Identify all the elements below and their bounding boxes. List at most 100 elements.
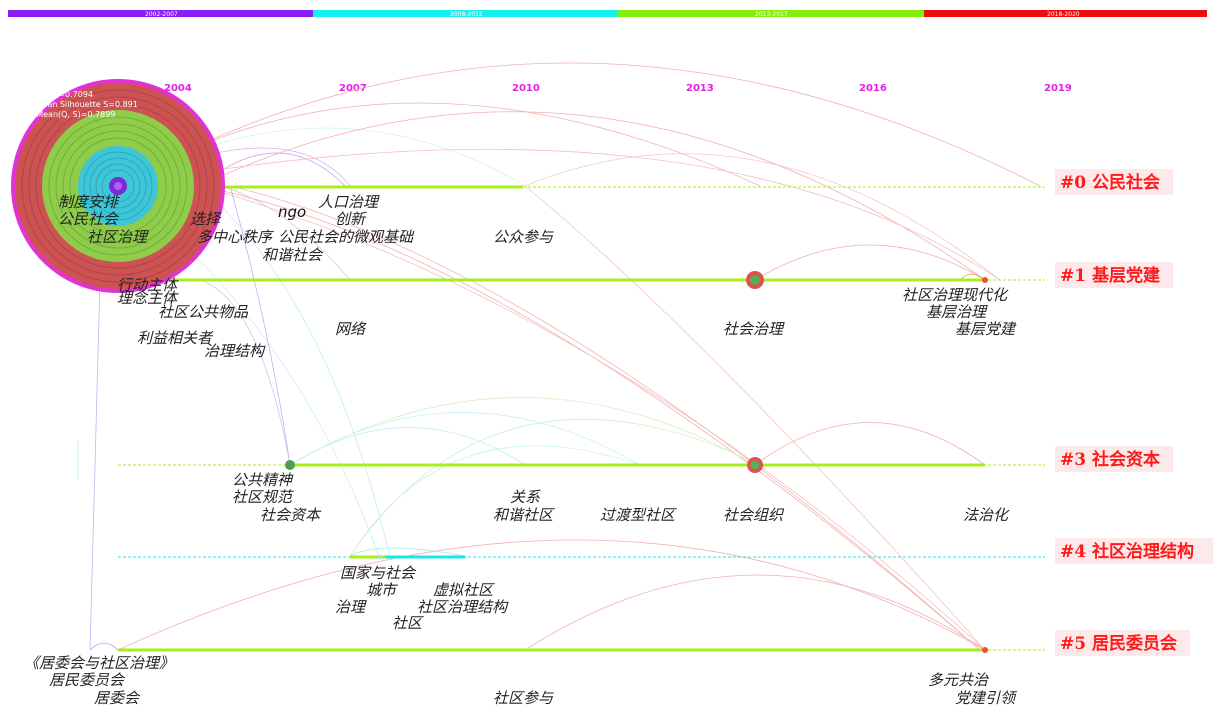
keywords-cluster-0: 制度安排 公民社会 社区治理 选择 多中心秩序 ngo 人口治理 创新 公民社会…	[58, 193, 554, 264]
year-tick: 2010	[512, 83, 540, 94]
ring-line	[83, 151, 153, 221]
link-arc	[89, 279, 101, 651]
ring-line	[55, 123, 181, 249]
keywords-cluster-5: 《居委会与社区治理》 居民委员会 居委会 社区参与 多元共治 党建引领	[24, 654, 1018, 707]
link-arc	[349, 418, 761, 557]
keyword: 社区参与	[493, 689, 554, 707]
period-label: 2013-2017	[755, 11, 788, 18]
cluster-label: #4 社区治理结构	[1060, 541, 1194, 562]
keyword: 居民委员会	[49, 671, 126, 689]
year-tick: 2013	[686, 83, 714, 94]
node	[378, 555, 382, 559]
cluster-label-bg	[1055, 446, 1173, 472]
keyword: 社区公共物品	[158, 303, 249, 321]
link-arc	[524, 185, 986, 651]
cluster-label: #3 社会资本	[1060, 449, 1160, 470]
keyword: 社会治理	[723, 320, 785, 338]
keyword: 公民社会	[58, 210, 120, 228]
keyword: 人口治理	[318, 193, 380, 211]
link-arc	[349, 445, 641, 557]
link-arc	[289, 427, 526, 466]
cluster-labels: #0 公民社会 #1 基层党建 #3 社会资本 #4 社区治理结构 #5 居民委…	[1055, 169, 1213, 656]
year-tick: 2019	[1044, 83, 1072, 94]
link-arc	[229, 185, 981, 651]
keyword: 公众参与	[493, 228, 554, 246]
keyword: 法治化	[963, 506, 1010, 524]
year-tick: 2004	[164, 83, 192, 94]
keyword: 选择	[190, 210, 222, 228]
keyword: 国家与社会	[340, 564, 417, 582]
ring-line	[101, 169, 135, 203]
link-arc	[117, 62, 1041, 187]
cluster-label-bg	[1055, 169, 1173, 195]
keyword: 利益相关者	[137, 329, 214, 347]
link-arc	[199, 185, 981, 651]
period-label: 2008-2012	[450, 11, 483, 18]
keyword: ngo	[278, 203, 306, 221]
node	[285, 460, 295, 470]
year-tick: 2007	[339, 83, 367, 94]
link-arc	[117, 539, 986, 651]
cluster-label-bg	[1055, 538, 1213, 564]
ring-line	[62, 130, 174, 242]
keyword: 关系	[510, 488, 541, 506]
keyword: 社会组织	[723, 506, 785, 524]
period-segment	[618, 10, 924, 17]
node-core-dot	[114, 182, 122, 190]
keyword: 社区规范	[232, 488, 294, 506]
link-arc	[289, 412, 641, 466]
period-bar: 2002-2007 2008-2012 2013-2017 2018-2020	[8, 10, 1207, 18]
keyword: 社区治理现代化	[902, 286, 1009, 304]
ring-line	[28, 96, 208, 276]
keywords-cluster-4: 国家与社会 城市 治理 虚拟社区 社区治理结构 社区	[335, 564, 509, 632]
keyword: 居委会	[94, 689, 141, 707]
stats-readout: Q=0.7094 d Mean Silhouette S=0.891 nic M…	[22, 90, 138, 119]
keyword: 创新	[335, 210, 367, 228]
keyword: 社区治理	[87, 228, 149, 246]
keyword: 基层党建	[955, 320, 1017, 338]
keyword: 基层治理	[926, 303, 988, 321]
ring-line	[21, 89, 215, 283]
keywords-cluster-1: 行动主体 理念主体 社区公共物品 利益相关者 治理结构 网络 社会治理 社区治理…	[117, 276, 1017, 360]
keyword: 社区	[392, 614, 424, 632]
cluster-label: #5 居民委员会	[1060, 633, 1177, 654]
keyword: 多中心秩序	[197, 228, 274, 246]
keyword: 治理	[335, 598, 367, 616]
keyword: 理念主体	[117, 289, 179, 307]
cluster-label-bg	[1055, 630, 1190, 656]
keywords-cluster-3: 公共精神 社区规范 社会资本 关系 和谐社区 过渡型社区 社会组织 法治化	[232, 471, 1010, 524]
node-core	[750, 275, 760, 285]
link-arc	[199, 111, 986, 281]
link-arc	[524, 574, 986, 651]
keyword: 党建引领	[955, 689, 1018, 707]
link-arc	[199, 185, 391, 559]
keyword: 城市	[366, 581, 398, 599]
period-label: 2002-2007	[145, 11, 178, 18]
period-segment	[924, 10, 1207, 17]
node	[982, 277, 988, 283]
node	[982, 647, 988, 653]
keyword: 和谐社区	[493, 506, 555, 524]
ring-line	[95, 163, 141, 209]
node-core	[750, 460, 760, 470]
keyword: 虚拟社区	[433, 581, 495, 599]
large-node-gongmin-shehui	[11, 79, 225, 293]
cluster-label: #1 基层党建	[1060, 265, 1160, 286]
link-arc	[117, 148, 1001, 281]
node-shehui-zuzhi	[747, 457, 763, 473]
keyword: 《居委会与社区治理》	[24, 654, 174, 672]
link-arc	[199, 279, 291, 466]
keyword: 公共精神	[232, 471, 294, 489]
link-arc	[89, 642, 119, 651]
keyword: 多元共治	[928, 671, 989, 689]
cluster-label: #0 公民社会	[1060, 172, 1160, 193]
link-arcs	[77, 62, 1041, 651]
node-shehui-zhili	[746, 271, 764, 289]
period-segment	[313, 10, 618, 17]
keyword: 网络	[335, 320, 367, 338]
period-segment	[8, 10, 313, 17]
link-arc	[199, 185, 986, 651]
ring-line	[48, 116, 188, 256]
keyword: 社区治理结构	[417, 598, 509, 616]
